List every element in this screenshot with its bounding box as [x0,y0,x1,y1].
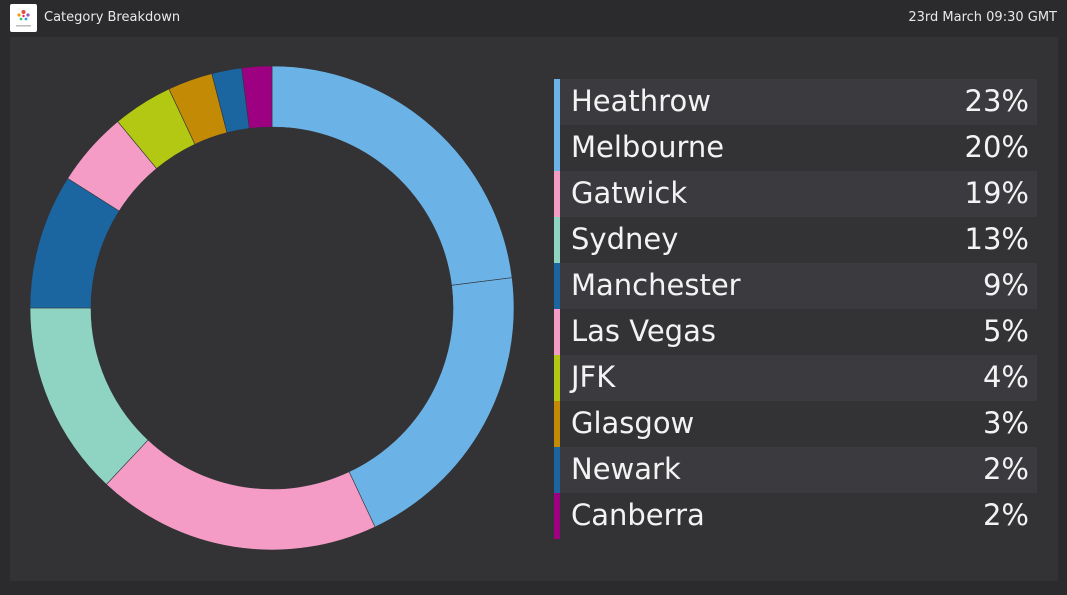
donut-slice-sydney[interactable] [30,307,149,485]
legend-value: 20% [964,130,1029,164]
legend-swatch [554,171,560,217]
top-bar: Category Breakdown 23rd March 09:30 GMT [0,0,1067,37]
chart-panel: Heathrow 23% Melbourne 20% Gatwick 19% Sydney 1… [10,37,1058,581]
legend-swatch [554,493,560,539]
legend-item[interactable]: Gatwick 19% [554,171,1037,217]
legend-swatch [554,401,560,447]
legend-label: JFK [571,360,616,394]
legend-value: 2% [982,452,1029,486]
legend-label: Canberra [571,498,705,532]
donut-chart [30,65,515,551]
legend-item[interactable]: Glasgow 3% [554,401,1037,447]
legend-value: 23% [964,84,1029,118]
legend-item[interactable]: Las Vegas 5% [554,309,1037,355]
legend-value: 13% [964,222,1029,256]
legend-item[interactable]: Newark 2% [554,447,1037,493]
legend-value: 3% [982,406,1029,440]
legend-swatch [554,125,560,171]
legend-item[interactable]: Sydney 13% [554,217,1037,263]
legend-label: Heathrow [571,84,711,118]
legend-item[interactable]: JFK 4% [554,355,1037,401]
chart-legend: Heathrow 23% Melbourne 20% Gatwick 19% Sydney 1… [554,79,1037,539]
donut-slice-canberra[interactable] [241,65,273,129]
legend-item[interactable]: Manchester 9% [554,263,1037,309]
donut-slice-melbourne[interactable] [348,277,515,528]
legend-value: 4% [982,360,1029,394]
legend-item[interactable]: Canberra 2% [554,493,1037,539]
legend-label: Las Vegas [571,314,716,348]
legend-swatch [554,447,560,493]
legend-label: Gatwick [571,176,688,210]
app-logo [10,4,37,32]
legend-label: Manchester [571,268,741,302]
legend-value: 2% [982,498,1029,532]
legend-label: Melbourne [571,130,725,164]
legend-item[interactable]: Heathrow 23% [554,79,1037,125]
legend-item[interactable]: Melbourne 20% [554,125,1037,171]
legend-label: Sydney [571,222,679,256]
legend-swatch [554,263,560,309]
legend-swatch [554,217,560,263]
page-title: Category Breakdown [44,10,181,25]
legend-label: Glasgow [571,406,695,440]
legend-label: Newark [571,452,681,486]
timestamp: 23rd March 09:30 GMT [908,10,1057,25]
legend-swatch [554,309,560,355]
legend-value: 19% [964,176,1029,210]
legend-value: 9% [982,268,1029,302]
legend-value: 5% [982,314,1029,348]
donut-slice-gatwick[interactable] [105,439,376,551]
donut-slice-heathrow[interactable] [271,65,513,286]
legend-swatch [554,79,560,125]
legend-swatch [554,355,560,401]
